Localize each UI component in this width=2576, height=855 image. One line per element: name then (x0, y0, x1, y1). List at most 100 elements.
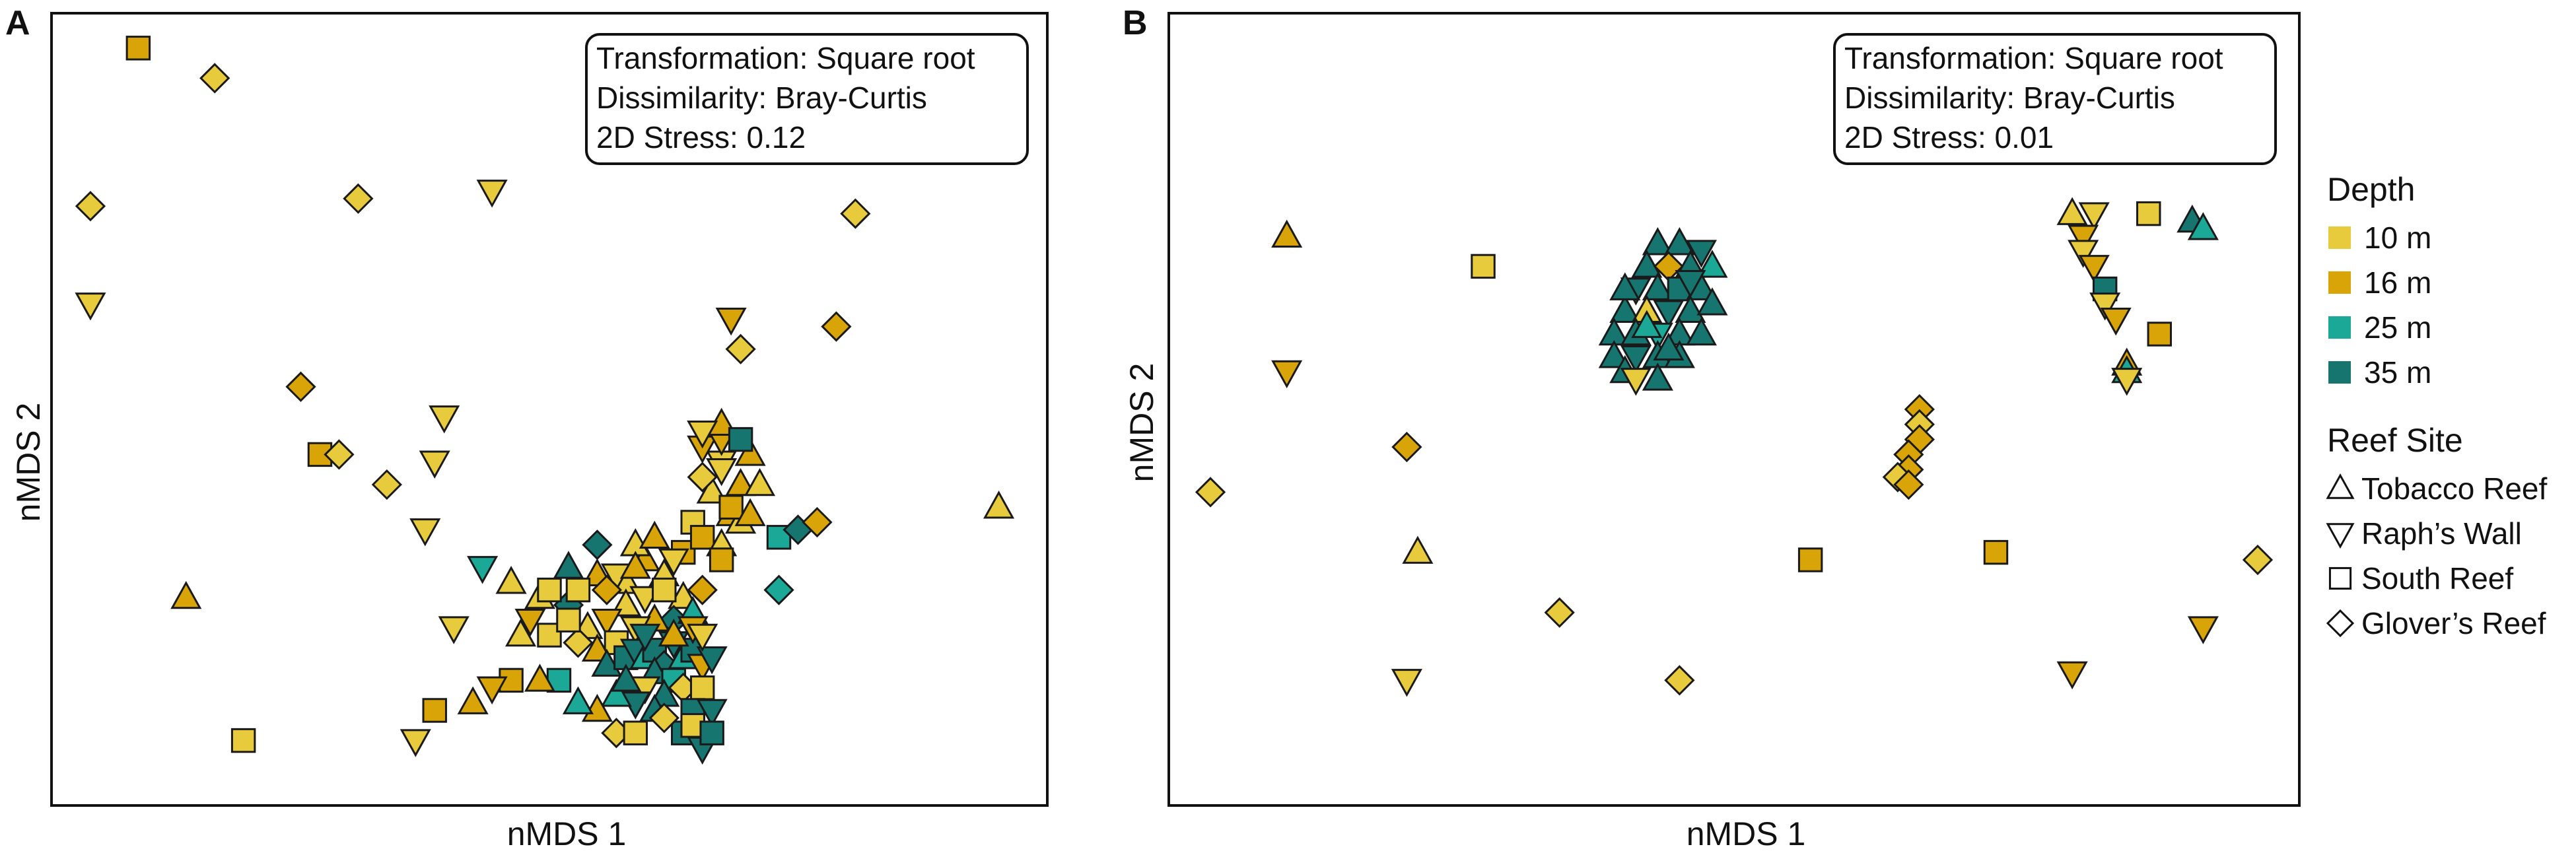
panel-b-point-triangle-up (1642, 227, 1673, 256)
panel-a-point-triangle-up (505, 618, 537, 647)
legend-depth-label: 35 m (2364, 355, 2431, 390)
panel-a-info-box-frame (585, 33, 1029, 165)
panel-a-point-diamond (324, 439, 355, 470)
panel-b-point-triangle-down (1391, 669, 1422, 697)
panel-a-point-triangle-down (476, 180, 508, 208)
panel-a-point-diamond (763, 574, 794, 605)
legend-site-triangle-up-icon (2326, 473, 2355, 499)
panel-a-point-triangle-up (553, 551, 584, 579)
panel-b-point-triangle-down (1271, 360, 1303, 389)
panel-b-point-triangle-up (1642, 272, 1673, 300)
panel-a-point-triangle-up (495, 566, 527, 594)
panel-b-point-triangle-down (2078, 255, 2110, 283)
panel-a-point-triangle-up (600, 679, 632, 707)
panel-b-point-triangle-down (2111, 368, 2143, 396)
panel-b-point-diamond (1391, 431, 1422, 463)
legend-site-triangle-down-icon (2326, 523, 2355, 549)
panel-a-point-triangle-down (706, 458, 738, 487)
panel-a-ylabel: nMDS 2 (10, 403, 47, 522)
panel-a-points (75, 36, 1015, 765)
legend-depth-items: 10 m 16 m 25 m 35 m (2328, 221, 2431, 390)
panel-b-point-square (1983, 539, 2009, 565)
panel-a-point-diamond (285, 371, 316, 402)
panel-b-dissimilarity: Dissimilarity: Bray-Curtis (1844, 81, 2175, 115)
panel-b-point-square (1471, 254, 1496, 279)
panel-a-point-square (689, 525, 715, 550)
panel-a-point-diamond (563, 627, 594, 658)
panel-a-point-diamond (725, 333, 756, 364)
panel-b-point-triangle-up (1685, 317, 1717, 346)
panel-a-point-triangle-up (610, 664, 642, 692)
panel-a-point-triangle-up (983, 491, 1015, 519)
panel-a-point-diamond (582, 530, 613, 561)
panel-a: A nMDS 2 nMDS 1 Transformation: Square r… (5, 4, 1049, 852)
panel-a-point-triangle-down (75, 292, 106, 321)
panel-a-point-triangle-down (658, 548, 689, 577)
legend-depth-swatch-d16 (2328, 271, 2351, 294)
panel-a-point-square (230, 728, 256, 753)
panel-b-point-triangle-down (2078, 202, 2110, 230)
panel-a-point-diamond (75, 191, 106, 222)
panel-a-point-square (699, 720, 724, 745)
panel-a-plot-frame (50, 12, 1049, 807)
panel-b: B nMDS 2 nMDS 1 Transformation: Square r… (1123, 4, 2301, 852)
panel-b-point-triangle-down (2100, 307, 2132, 336)
panel-a-point-diamond (199, 63, 230, 94)
panel-a-point-diamond (802, 506, 833, 538)
legend-site-label: South Reef (2361, 561, 2513, 596)
panel-b-ylabel: nMDS 2 (1123, 363, 1160, 483)
legend-site-square-icon (2328, 566, 2352, 590)
panel-b-point-triangle-up (1609, 294, 1641, 324)
legend: Depth 10 m 16 m 25 m 35 m Reef Site Tobacco… (2326, 171, 2547, 640)
panel-a-point-diamond (840, 198, 871, 229)
panel-a-point-diamond (648, 702, 679, 734)
panel-a-point-triangle-down (696, 646, 728, 675)
panel-b-point-triangle-up (1402, 535, 1434, 564)
panel-a-point-square (766, 525, 792, 550)
legend-depth-label: 16 m (2364, 265, 2431, 300)
panel-b-point-diamond (1664, 665, 1695, 696)
legend-depth-swatch-d25 (2328, 316, 2351, 339)
panel-a-point-triangle-down (629, 623, 661, 652)
panel-b-point-triangle-up (1653, 332, 1685, 361)
panel-a-point-diamond (687, 574, 718, 605)
panel-a-point-triangle-up (457, 686, 489, 714)
panel-a-stress: 2D Stress: 0.12 (596, 120, 806, 154)
legend-depth-label: 10 m (2364, 221, 2431, 255)
panel-a-info-box: Transformation: Square root Dissimilarit… (585, 33, 1029, 165)
panel-a-point-triangle-up (639, 520, 670, 549)
panel-b-point-square (1797, 547, 1823, 572)
panel-a-point-square (556, 607, 581, 633)
panel-a-xlabel: nMDS 1 (507, 815, 627, 852)
panel-a-point-diamond (821, 311, 852, 342)
panel-b-point-triangle-up (1631, 310, 1663, 338)
panel-b-point-triangle-down (1653, 300, 1685, 328)
panel-a-point-square (537, 577, 562, 603)
panel-b-point-diamond (1544, 597, 1575, 628)
panel-a-point-triangle-up (734, 498, 766, 526)
panel-a-point-diamond (687, 462, 718, 493)
panel-a-point-triangle-down (400, 729, 431, 757)
panel-b-transformation: Transformation: Square root (1844, 41, 2223, 75)
panel-b-point-triangle-down (1675, 269, 1706, 298)
panel-b-point-triangle-up (1663, 227, 1695, 256)
legend-site-label: Glover’s Reef (2361, 606, 2546, 640)
panel-b-point-triangle-up (1642, 362, 1673, 391)
panel-a-point-square (718, 495, 744, 520)
panel-b-point-triangle-up (2056, 197, 2088, 225)
panel-a-point-triangle-down (591, 608, 623, 637)
panel-a-point-triangle-up (170, 580, 202, 609)
panel-b-point-triangle-down (2068, 240, 2099, 268)
panel-a-point-triangle-up (658, 618, 689, 647)
panel-a-point-triangle-down (419, 450, 450, 479)
panel-b-point-triangle-up (1609, 272, 1641, 300)
panel-a-point-triangle-up (619, 551, 651, 579)
panel-b-point-triangle-up (1675, 294, 1706, 324)
panel-b-point-triangle-down (2089, 292, 2121, 321)
panel-b-point-square (2136, 201, 2161, 226)
panel-b-point-triangle-up (1598, 340, 1630, 368)
legend-site-label: Raph’s Wall (2361, 516, 2522, 551)
panel-a-point-triangle-down (696, 699, 728, 728)
panel-a-point-square (709, 547, 734, 572)
panel-a-point-triangle-up (744, 467, 776, 496)
